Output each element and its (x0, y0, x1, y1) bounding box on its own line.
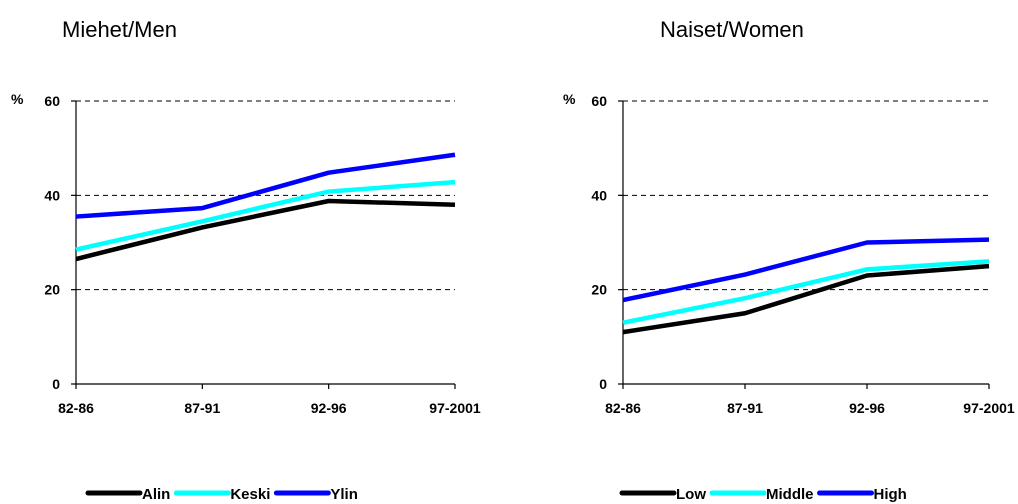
y-tick-label: 20 (44, 282, 60, 298)
panel-men: Miehet/Men % 0 20 40 60 82-86 87-91 92-96 97-2… (11, 17, 481, 503)
series-lines-men (75, 152, 456, 262)
panel-women: Naiset/Women % 0 20 40 60 82-86 87-91 92-96 97… (563, 17, 1015, 503)
series-line-low (622, 263, 990, 335)
gridlines-women (623, 100, 989, 291)
x-tick-labels-men: 82-86 87-91 92-96 97-2001 (58, 400, 481, 416)
chart-title-women: Naiset/Women (660, 17, 804, 42)
series-line-keski (75, 179, 456, 252)
series-line-ylin (75, 152, 456, 219)
x-tick-label: 97-2001 (429, 400, 481, 416)
y-tick-labels-women: 0 20 40 60 (591, 93, 607, 392)
x-tick-labels-women: 82-86 87-91 92-96 97-2001 (605, 400, 1015, 416)
y-tick-label: 0 (52, 376, 60, 392)
series-line-alin (75, 198, 456, 262)
y-tick-label: 0 (599, 376, 607, 392)
gridlines-men (76, 100, 455, 291)
y-tick-labels-men: 0 20 40 60 (44, 93, 60, 392)
x-tick-label: 87-91 (184, 400, 220, 416)
x-tick-label: 82-86 (58, 400, 94, 416)
x-tick-label: 92-96 (311, 400, 347, 416)
axes-men (71, 100, 456, 389)
series-line-middle (622, 259, 990, 325)
legend-label-ylin: Ylin (330, 486, 358, 503)
series-line-high (622, 237, 990, 303)
legend-label-low: Low (676, 486, 706, 503)
chart-title-men: Miehet/Men (62, 17, 177, 42)
x-tick-label: 97-2001 (963, 400, 1015, 416)
y-unit-men: % (11, 91, 24, 107)
legend-men: Alin Keski Ylin (85, 486, 358, 503)
y-tick-label: 60 (591, 93, 607, 109)
legend-label-keski: Keski (230, 486, 270, 503)
legend-label-middle: Middle (766, 486, 814, 503)
x-tick-label: 82-86 (605, 400, 641, 416)
y-tick-label: 20 (591, 282, 607, 298)
y-tick-label: 60 (44, 93, 60, 109)
x-tick-label: 87-91 (727, 400, 763, 416)
legend-label-high: High (874, 486, 907, 503)
legend-women: Low Middle High (619, 486, 907, 503)
legend-label-alin: Alin (142, 486, 170, 503)
y-unit-women: % (563, 91, 576, 107)
y-tick-label: 40 (44, 187, 60, 203)
y-tick-label: 40 (591, 187, 607, 203)
x-tick-label: 92-96 (849, 400, 885, 416)
axes-women (618, 100, 990, 389)
series-lines-women (622, 237, 990, 335)
